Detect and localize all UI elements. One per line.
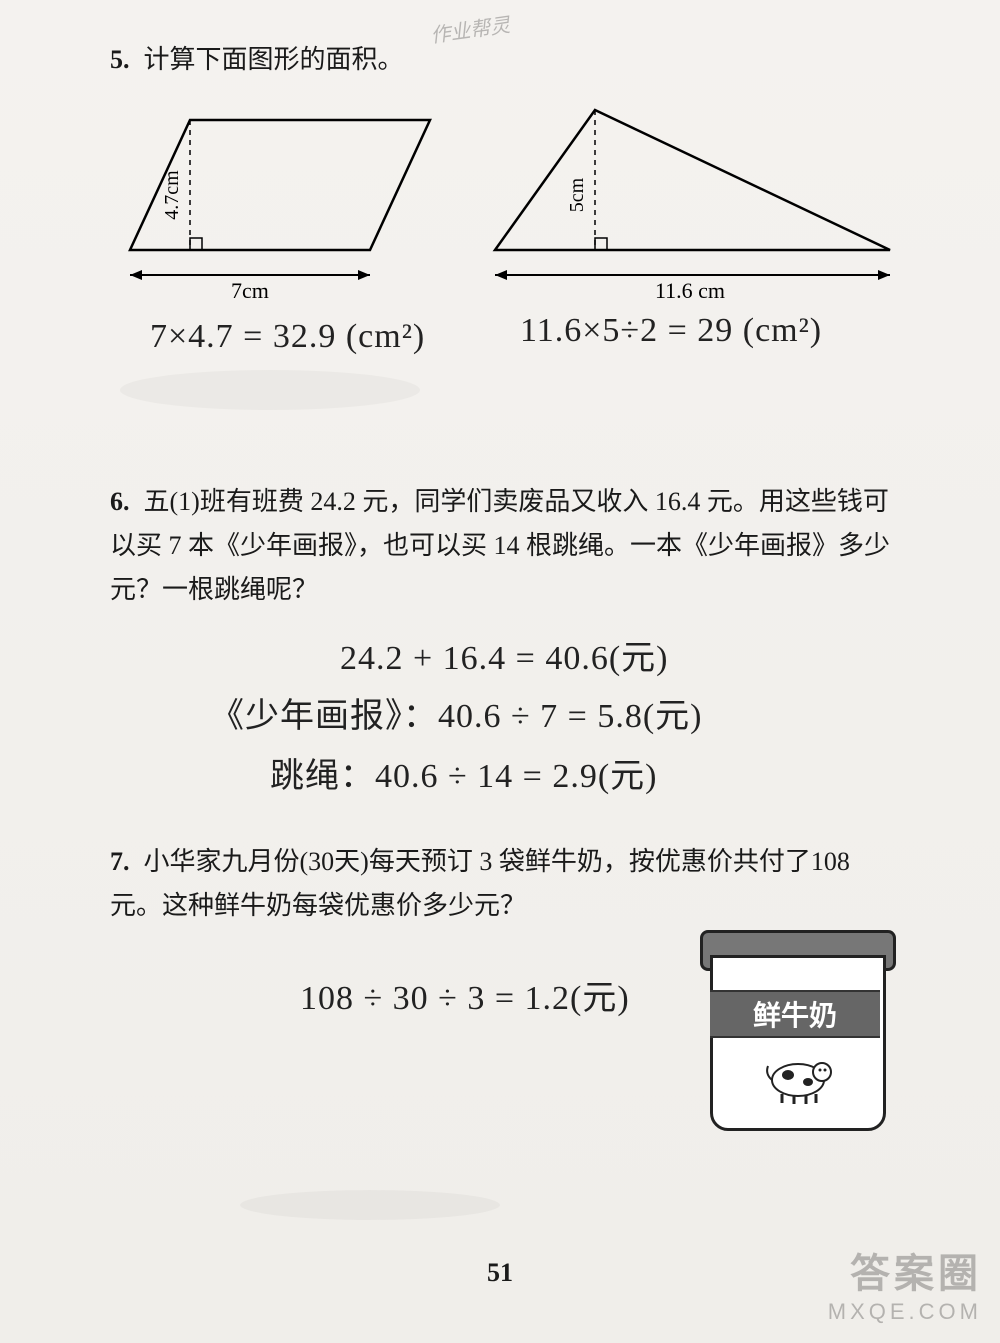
- q7-work-line1: 108 ÷ 30 ÷ 3 = 1.2(元): [300, 970, 630, 1019]
- q5-answer-right: 11.6×5÷2 = 29 (cm²): [520, 312, 822, 350]
- milk-label: 鲜牛奶: [710, 990, 880, 1038]
- q5-answer-left: 7×4.7 = 32.9 (cm²): [150, 318, 425, 356]
- watermark: 答案圈 MXQE.COM: [828, 1241, 982, 1325]
- base-label: 11.6 cm: [655, 278, 725, 303]
- cow-icon: [760, 1050, 840, 1105]
- question-7: 7. 小华家九月份(30天)每天预订 3 袋鲜牛奶，按优惠价共付了108 元。这…: [110, 840, 900, 928]
- height-label: 5cm: [566, 177, 588, 212]
- question-text: 小华家九月份(30天)每天预订 3 袋鲜牛奶，按优惠价共付了108 元。这种鲜牛…: [110, 847, 850, 920]
- q6-work-line1: 24.2 + 16.4 = 40.6(元): [340, 630, 669, 679]
- milk-carton-illustration: 鲜牛奶: [700, 930, 890, 1130]
- watermark-line2: MXQE.COM: [828, 1299, 982, 1325]
- question-number: 5.: [110, 45, 130, 74]
- question-number: 6.: [110, 487, 130, 516]
- paper-smudge: [120, 370, 420, 410]
- paper-smudge: [240, 1190, 500, 1220]
- watermark-line1: 答案圈: [828, 1241, 982, 1299]
- parallelogram-figure: 4.7cm 7cm: [120, 100, 450, 310]
- q6-work-line2: 《少年画报》：40.6 ÷ 7 = 5.8(元): [210, 688, 702, 737]
- question-5: 5. 计算下面图形的面积。: [110, 38, 910, 82]
- question-number: 7.: [110, 847, 130, 876]
- question-6: 6. 五(1)班有班费 24.2 元，同学们卖废品又收入 16.4 元。用这些钱…: [110, 480, 900, 613]
- height-label: 4.7cm: [161, 170, 183, 220]
- page: 作业帮灵 5. 计算下面图形的面积。 4.7cm 7cm 5cm 11.: [0, 0, 1000, 1343]
- base-label: 7cm: [231, 278, 269, 303]
- question-text: 计算下面图形的面积。: [144, 45, 404, 74]
- q6-work-line3: 跳绳：40.6 ÷ 14 = 2.9(元): [270, 748, 657, 797]
- triangle-figure: 5cm 11.6 cm: [490, 95, 900, 310]
- question-text: 五(1)班有班费 24.2 元，同学们卖废品又收入 16.4 元。用这些钱可以买…: [110, 487, 890, 604]
